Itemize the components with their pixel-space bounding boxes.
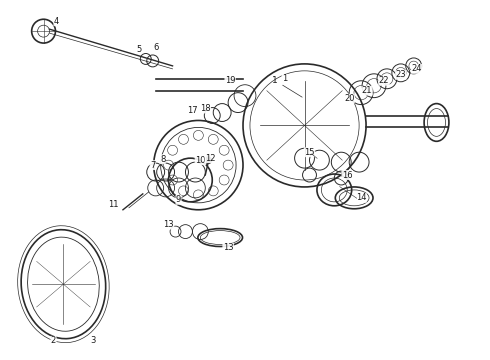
- Text: 12: 12: [205, 154, 216, 163]
- Text: 8: 8: [160, 155, 165, 164]
- Text: 13: 13: [163, 220, 174, 229]
- Text: 15: 15: [304, 148, 315, 157]
- Text: 20: 20: [344, 94, 354, 103]
- Text: 16: 16: [342, 171, 352, 180]
- Text: 7: 7: [150, 161, 155, 170]
- Text: 19: 19: [225, 76, 235, 85]
- Text: 3: 3: [91, 336, 96, 345]
- Text: 22: 22: [379, 76, 389, 85]
- Text: 10: 10: [195, 156, 206, 165]
- Text: 5: 5: [136, 45, 142, 54]
- Text: 13: 13: [223, 243, 233, 252]
- Text: 21: 21: [362, 86, 372, 95]
- Text: 1: 1: [272, 76, 302, 97]
- Text: 6: 6: [153, 42, 158, 51]
- Circle shape: [205, 157, 212, 164]
- Text: 24: 24: [412, 64, 422, 73]
- Text: 11: 11: [108, 200, 118, 209]
- Text: 1: 1: [282, 74, 287, 83]
- Text: 9: 9: [176, 195, 181, 204]
- Text: 23: 23: [395, 70, 406, 79]
- Text: 2: 2: [51, 336, 56, 345]
- Text: 17: 17: [187, 106, 198, 115]
- Text: 14: 14: [356, 193, 367, 202]
- Text: 18: 18: [200, 104, 211, 113]
- Text: 4: 4: [54, 17, 59, 26]
